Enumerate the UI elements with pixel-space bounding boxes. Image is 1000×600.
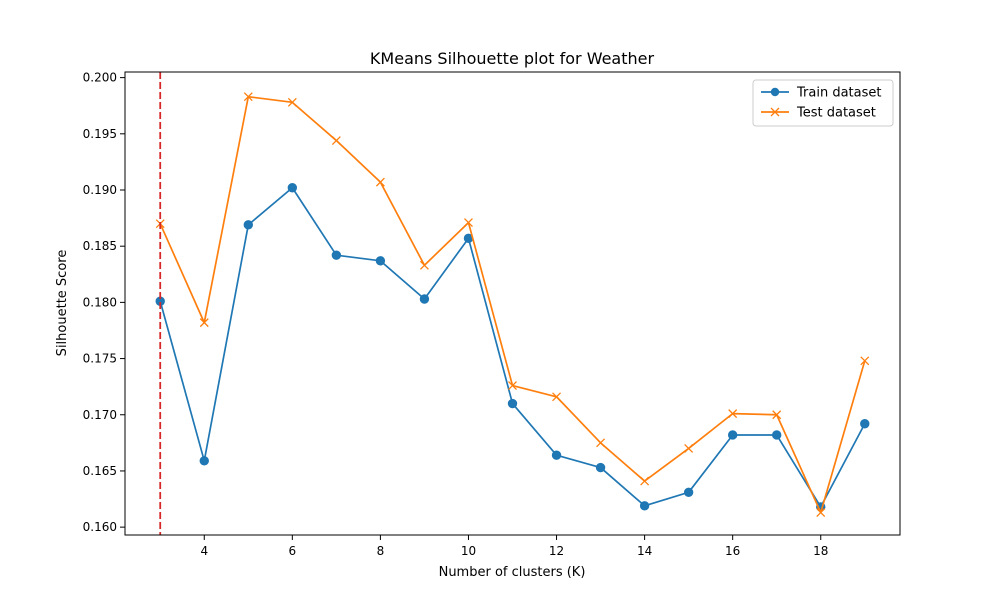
train-dataset-point bbox=[243, 220, 253, 230]
test-dataset-point bbox=[243, 92, 253, 102]
series-layer bbox=[155, 92, 870, 517]
y-tick-label: 0.170 bbox=[83, 408, 117, 422]
y-tick-label: 0.160 bbox=[83, 520, 117, 534]
x-tick-label: 18 bbox=[813, 544, 828, 558]
legend-test-dataset-label: Test dataset bbox=[796, 106, 876, 121]
train-dataset-point bbox=[331, 250, 342, 260]
train-dataset-point bbox=[199, 456, 209, 466]
axes-frame bbox=[124, 71, 901, 536]
legend-test-dataset-marker bbox=[770, 107, 780, 117]
test-dataset-point bbox=[728, 409, 738, 419]
train-dataset-point bbox=[419, 294, 430, 304]
test-dataset-point bbox=[419, 260, 429, 270]
x-tick-label: 10 bbox=[461, 544, 476, 558]
train-dataset-point bbox=[551, 450, 562, 460]
legend-train-dataset-label: Train dataset bbox=[796, 86, 881, 101]
test-dataset-point bbox=[552, 392, 561, 402]
chart-title: KMeans Silhouette plot for Weather bbox=[370, 49, 655, 68]
test-dataset-point bbox=[331, 136, 341, 146]
test-dataset-point bbox=[816, 508, 826, 517]
x-tick-label: 8 bbox=[377, 544, 385, 558]
x-tick-label: 12 bbox=[549, 544, 564, 558]
train-dataset-point bbox=[772, 430, 782, 440]
y-tick-label: 0.175 bbox=[83, 352, 117, 366]
train-dataset-point bbox=[375, 256, 386, 266]
train-dataset-point bbox=[595, 462, 606, 473]
legend: Train dataset Test dataset bbox=[752, 79, 894, 127]
train-dataset-point bbox=[727, 430, 738, 440]
y-tick-label: 0.165 bbox=[83, 464, 117, 478]
y-tick-label: 0.185 bbox=[83, 239, 117, 253]
train-dataset-point bbox=[287, 183, 298, 193]
test-dataset-point bbox=[860, 356, 870, 366]
test-dataset-point bbox=[375, 177, 385, 187]
x-axis-label: Number of clusters (K) bbox=[439, 565, 586, 580]
y-axis-label: Silhouette Score bbox=[55, 250, 70, 357]
y-tick-label: 0.180 bbox=[83, 295, 117, 309]
test-dataset-point bbox=[508, 381, 517, 390]
plot-area bbox=[125, 72, 900, 535]
test-dataset-point bbox=[640, 476, 650, 486]
y-axis-ticks: 0.160 0.165 0.170 0.175 0.180 0.185 0.190 0.195… bbox=[83, 71, 125, 534]
x-tick-label: 4 bbox=[200, 544, 208, 558]
train-dataset-point bbox=[860, 419, 870, 429]
y-tick-label: 0.195 bbox=[83, 127, 117, 141]
test-dataset-point bbox=[772, 410, 782, 420]
train-dataset-point bbox=[639, 501, 650, 511]
train-dataset-point bbox=[683, 487, 694, 497]
test-dataset-point bbox=[199, 318, 209, 328]
y-tick-label: 0.190 bbox=[83, 183, 117, 197]
y-tick-label: 0.200 bbox=[83, 71, 117, 85]
test-dataset-point bbox=[464, 218, 473, 228]
test-dataset-point bbox=[596, 438, 606, 448]
test-dataset-point bbox=[287, 97, 297, 107]
x-tick-label: 16 bbox=[725, 544, 740, 558]
legend-train-dataset-marker bbox=[770, 87, 780, 97]
train-dataset-point bbox=[507, 398, 518, 409]
x-axis-ticks: 4 6 8 10 12 14 16 18 bbox=[200, 535, 828, 558]
test-dataset-point bbox=[684, 444, 694, 453]
x-tick-label: 14 bbox=[637, 544, 652, 558]
x-tick-label: 6 bbox=[289, 544, 297, 558]
axes-background bbox=[125, 72, 900, 535]
